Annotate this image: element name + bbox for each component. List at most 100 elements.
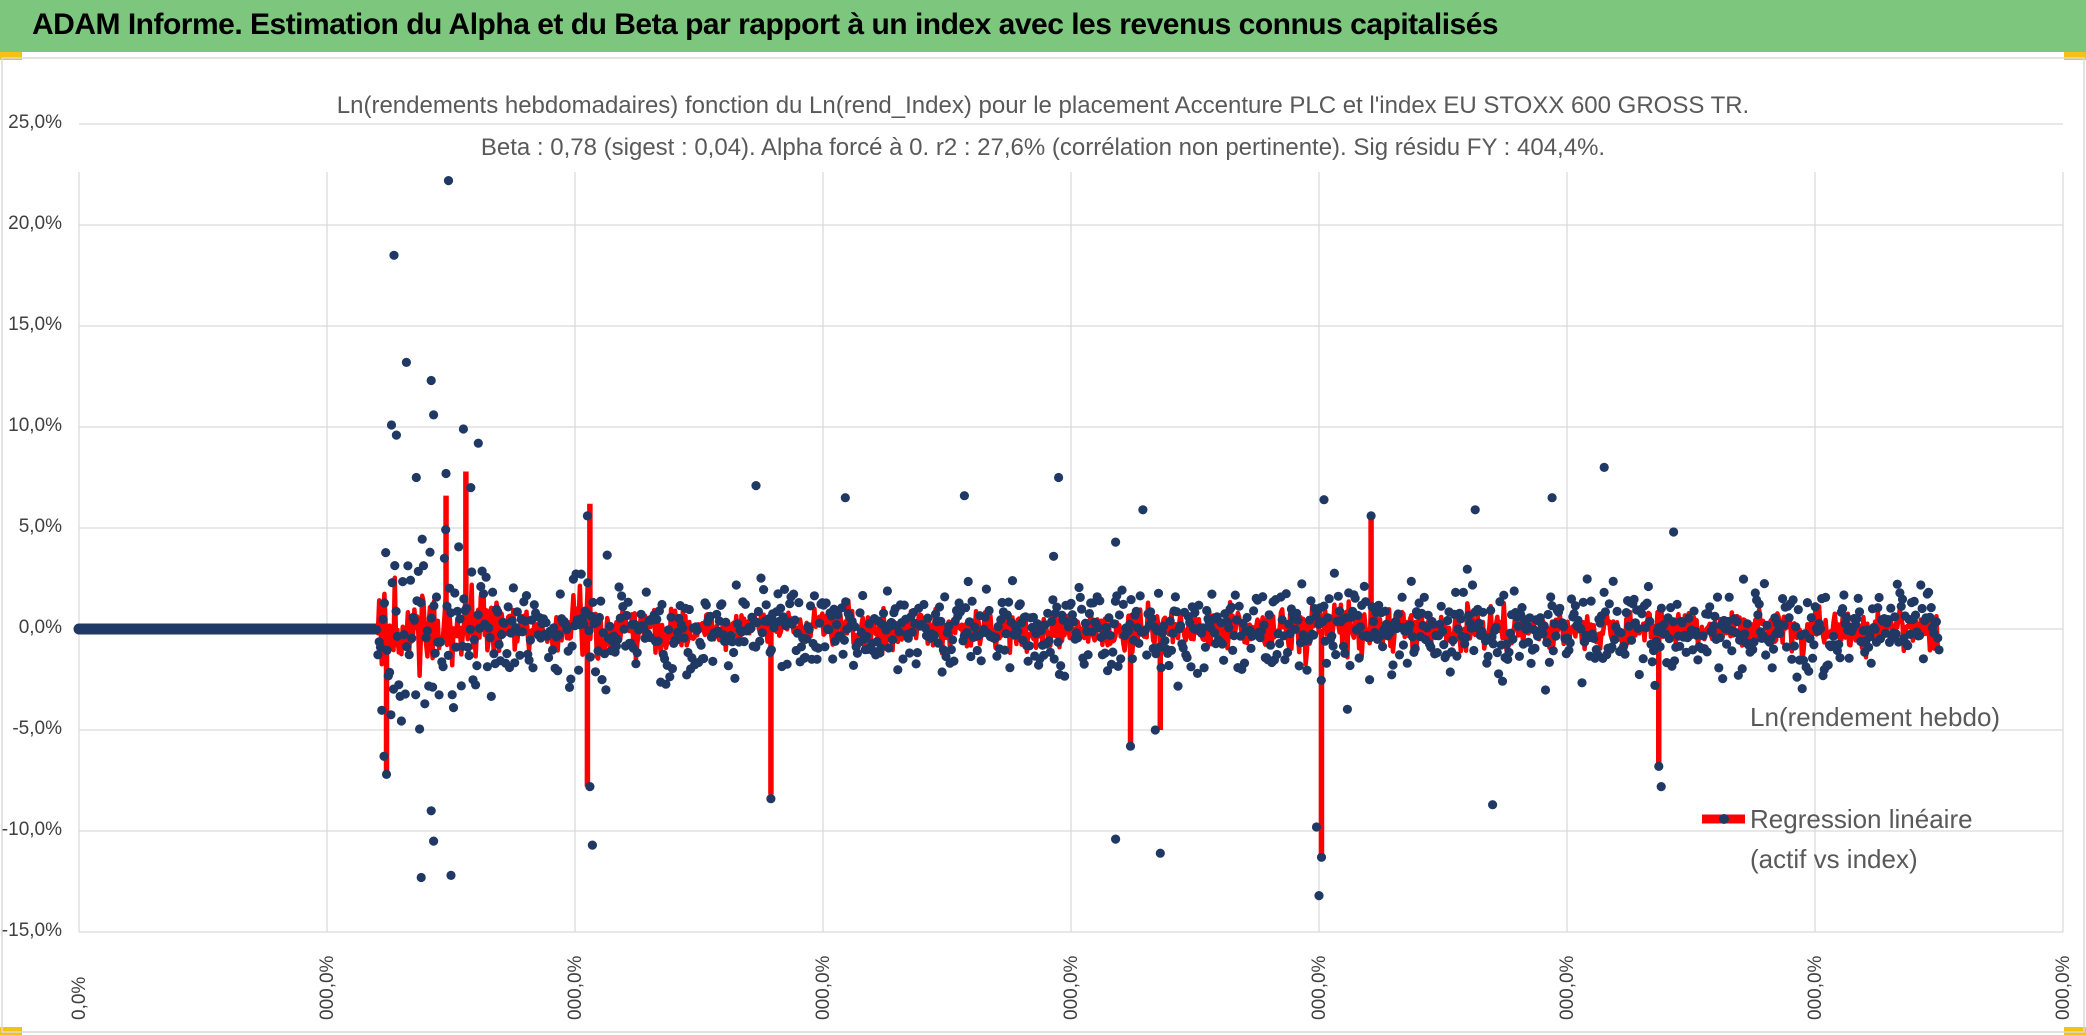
x-tick-label: 000,0% (317, 955, 338, 1020)
data-point (804, 624, 814, 635)
data-point (1365, 675, 1375, 685)
data-point (1428, 619, 1438, 629)
data-point (1767, 663, 1777, 673)
data-point (1104, 613, 1114, 623)
data-point (1749, 637, 1759, 647)
data-point (443, 650, 453, 661)
data-point (1650, 680, 1660, 691)
data-point (1458, 587, 1468, 598)
data-point (1135, 591, 1145, 601)
data-point (1451, 587, 1461, 598)
data-point (1508, 634, 1518, 644)
data-point (407, 633, 417, 643)
data-point (1398, 640, 1408, 650)
data-point (547, 645, 558, 655)
data-point (579, 619, 589, 629)
data-point (1410, 643, 1420, 654)
data-point (1000, 645, 1010, 655)
data-point (381, 769, 392, 780)
data-point (1308, 630, 1319, 640)
data-point (1002, 610, 1012, 620)
data-point (429, 601, 439, 611)
data-point (1280, 655, 1290, 665)
data-point (802, 634, 812, 644)
data-point (1589, 633, 1599, 644)
data-point (602, 550, 612, 560)
data-point (1316, 852, 1327, 862)
data-point (1542, 637, 1552, 648)
legend-label-regression-1: Regression linéaire (1750, 804, 1973, 834)
data-point (434, 690, 444, 700)
data-point (1117, 585, 1127, 595)
data-point (1645, 616, 1655, 627)
data-point (1775, 628, 1785, 639)
data-point (1722, 639, 1732, 649)
data-point (503, 602, 513, 612)
data-point (1259, 620, 1269, 630)
data-point (790, 615, 800, 625)
data-point (884, 643, 894, 653)
data-point (1890, 612, 1900, 622)
data-point (739, 637, 749, 647)
data-point (1044, 636, 1054, 646)
data-point (382, 645, 392, 656)
data-point (1802, 598, 1812, 608)
data-point (1007, 576, 1018, 586)
y-tick-label: 0,0% (18, 617, 62, 638)
data-point (1452, 651, 1462, 661)
data-point (473, 438, 483, 448)
data-point (1664, 634, 1674, 644)
data-point (441, 468, 451, 479)
data-point (907, 627, 917, 637)
data-point (1380, 606, 1390, 616)
data-point (1084, 609, 1094, 619)
data-point (1852, 614, 1862, 624)
data-point (1654, 761, 1664, 772)
data-point (1509, 586, 1519, 596)
data-point (878, 608, 889, 618)
data-point (1821, 592, 1831, 603)
data-point (1060, 671, 1070, 681)
data-point (1815, 624, 1825, 634)
data-point (1242, 612, 1252, 623)
data-point (562, 624, 572, 635)
data-point (389, 250, 399, 260)
data-point (1705, 602, 1715, 612)
data-point (653, 636, 663, 646)
data-point (1049, 654, 1059, 664)
data-point (494, 639, 504, 650)
data-point (1866, 658, 1876, 668)
data-point (1355, 622, 1365, 632)
data-point (1672, 599, 1682, 610)
data-point (1199, 663, 1209, 673)
data-point (1914, 630, 1925, 641)
data-point (1324, 594, 1334, 604)
data-point (991, 632, 1001, 643)
data-point (757, 628, 767, 638)
data-point (805, 601, 816, 611)
data-point (1095, 596, 1105, 606)
data-point (980, 612, 990, 622)
data-point (1626, 635, 1637, 645)
data-point (963, 576, 973, 587)
data-point (1015, 599, 1025, 609)
data-point (1693, 655, 1703, 665)
data-point (1698, 631, 1708, 641)
data-point (429, 410, 439, 420)
data-point (507, 616, 517, 626)
data-point (1432, 648, 1442, 658)
data-point (984, 605, 994, 616)
data-point (740, 599, 751, 610)
data-point (398, 577, 408, 587)
data-point (1530, 643, 1540, 654)
data-point (1293, 615, 1303, 625)
data-point (481, 572, 491, 582)
data-point (1643, 581, 1653, 592)
data-point (377, 705, 387, 715)
data-point (1005, 663, 1015, 673)
data-point (1497, 676, 1508, 686)
data-point (528, 663, 538, 673)
data-point (428, 682, 438, 692)
data-point (1501, 639, 1511, 649)
data-point (1478, 607, 1488, 617)
